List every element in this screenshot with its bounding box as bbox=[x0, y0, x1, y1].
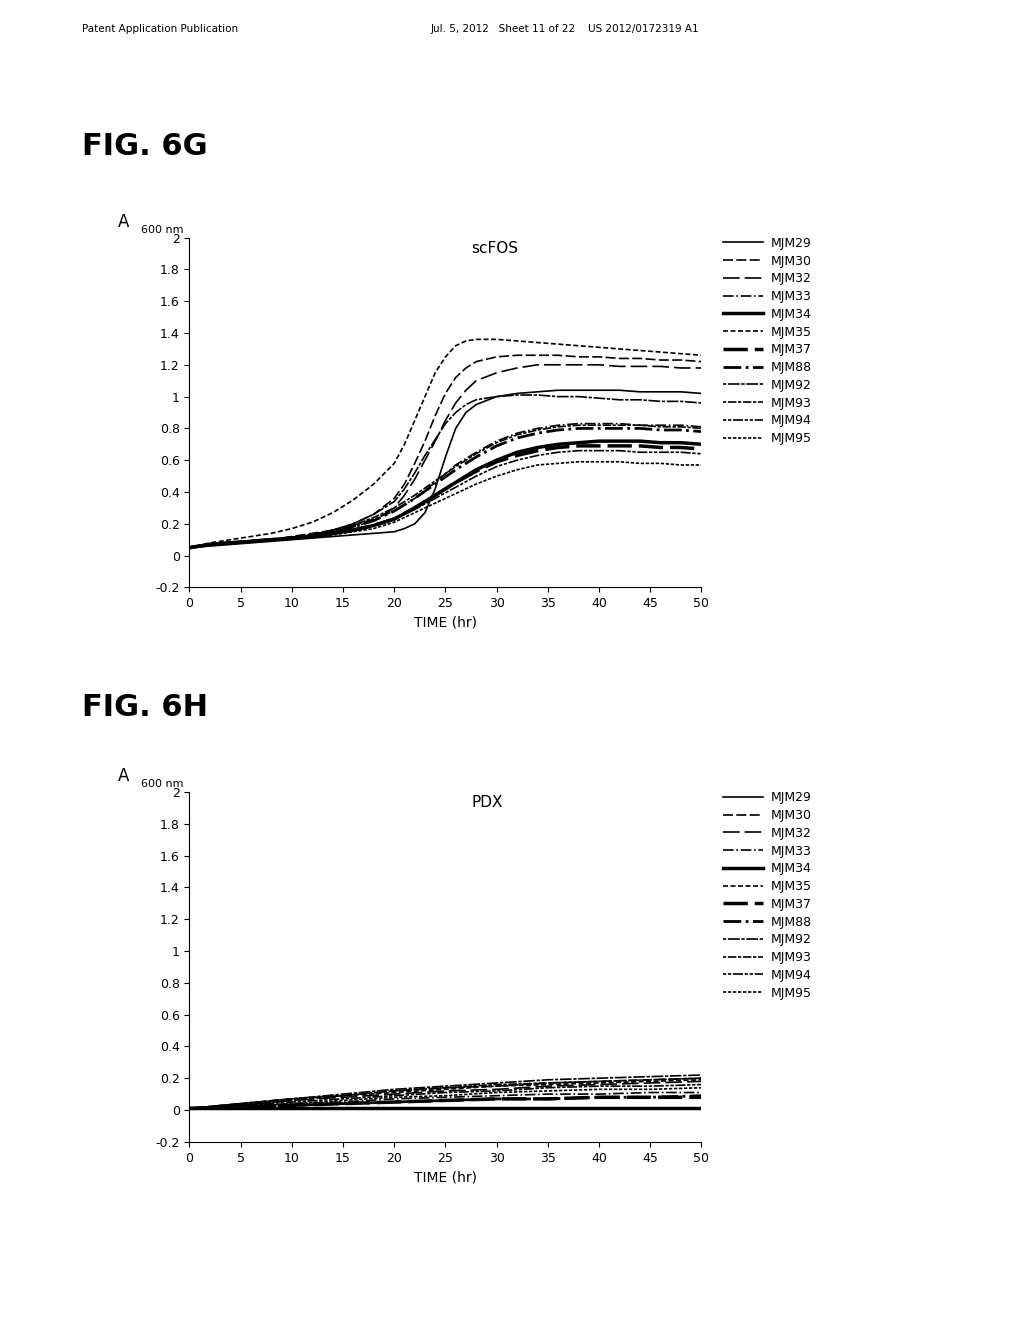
Text: A: A bbox=[118, 767, 129, 785]
X-axis label: TIME (hr): TIME (hr) bbox=[414, 615, 477, 630]
Text: FIG. 6H: FIG. 6H bbox=[82, 693, 208, 722]
Text: 600 nm: 600 nm bbox=[141, 779, 184, 789]
Text: A: A bbox=[118, 213, 129, 231]
Text: PDX: PDX bbox=[471, 796, 503, 810]
Text: 600 nm: 600 nm bbox=[141, 224, 184, 235]
Legend: MJM29, MJM30, MJM32, MJM33, MJM34, MJM35, MJM37, MJM88, MJM92, MJM93, MJM94, MJM: MJM29, MJM30, MJM32, MJM33, MJM34, MJM35… bbox=[723, 791, 812, 999]
Text: scFOS: scFOS bbox=[471, 242, 518, 256]
Legend: MJM29, MJM30, MJM32, MJM33, MJM34, MJM35, MJM37, MJM88, MJM92, MJM93, MJM94, MJM: MJM29, MJM30, MJM32, MJM33, MJM34, MJM35… bbox=[723, 236, 812, 445]
Text: FIG. 6G: FIG. 6G bbox=[82, 132, 208, 161]
Text: Jul. 5, 2012   Sheet 11 of 22    US 2012/0172319 A1: Jul. 5, 2012 Sheet 11 of 22 US 2012/0172… bbox=[430, 24, 698, 34]
Text: Patent Application Publication: Patent Application Publication bbox=[82, 24, 238, 34]
X-axis label: TIME (hr): TIME (hr) bbox=[414, 1170, 477, 1184]
